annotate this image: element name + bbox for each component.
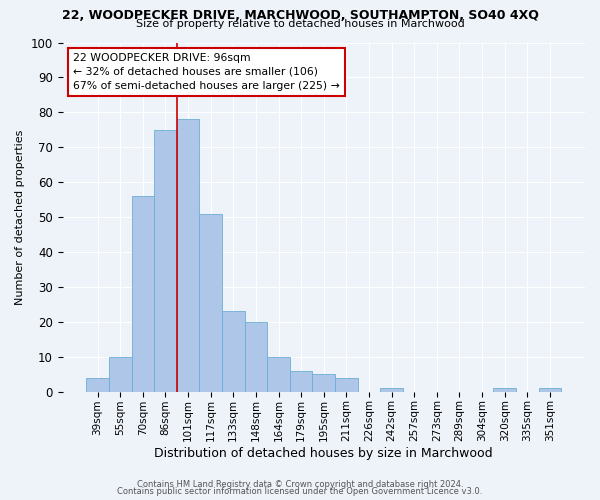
Bar <box>86 378 109 392</box>
Bar <box>313 374 335 392</box>
Bar <box>380 388 403 392</box>
Bar <box>199 214 222 392</box>
Bar <box>539 388 561 392</box>
Bar <box>131 196 154 392</box>
Bar <box>493 388 516 392</box>
Bar <box>290 370 313 392</box>
Text: Contains public sector information licensed under the Open Government Licence v3: Contains public sector information licen… <box>118 487 482 496</box>
Text: Contains HM Land Registry data © Crown copyright and database right 2024.: Contains HM Land Registry data © Crown c… <box>137 480 463 489</box>
Bar <box>245 322 267 392</box>
Bar <box>154 130 177 392</box>
Text: 22 WOODPECKER DRIVE: 96sqm
← 32% of detached houses are smaller (106)
67% of sem: 22 WOODPECKER DRIVE: 96sqm ← 32% of deta… <box>73 53 340 91</box>
Bar <box>177 120 199 392</box>
Bar <box>109 357 131 392</box>
Bar <box>335 378 358 392</box>
Text: 22, WOODPECKER DRIVE, MARCHWOOD, SOUTHAMPTON, SO40 4XQ: 22, WOODPECKER DRIVE, MARCHWOOD, SOUTHAM… <box>62 9 538 22</box>
Y-axis label: Number of detached properties: Number of detached properties <box>15 130 25 305</box>
Bar <box>222 312 245 392</box>
Bar <box>267 357 290 392</box>
X-axis label: Distribution of detached houses by size in Marchwood: Distribution of detached houses by size … <box>154 447 493 460</box>
Text: Size of property relative to detached houses in Marchwood: Size of property relative to detached ho… <box>136 19 464 29</box>
